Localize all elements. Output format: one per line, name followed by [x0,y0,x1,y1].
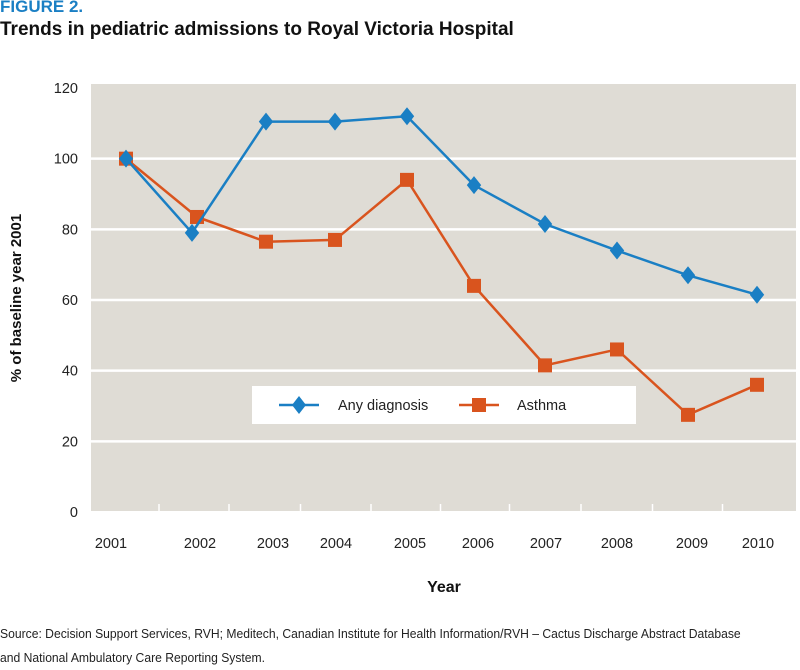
data-point [258,112,274,131]
plot-area [91,84,796,512]
data-point [399,107,415,126]
y-tick-label: 100 [54,152,78,168]
legend-marker-diamond [292,396,306,414]
data-point [259,234,273,249]
chart-title: Trends in pediatric admissions to Royal … [0,19,514,40]
data-point [681,407,695,422]
y-axis-label: % of baseline year 2001 [8,214,25,382]
x-tick-label: 2008 [601,536,633,552]
data-point [750,377,764,392]
source-line-2: and National Ambulatory Care Reporting S… [0,650,266,665]
source-line-1: Source: Decision Support Services, RVH; … [0,626,741,641]
x-tick-label: 2010 [742,536,774,552]
x-axis-label: Year [427,579,461,596]
y-tick-label: 60 [62,293,78,309]
legend: Any diagnosis Asthma [252,386,636,424]
data-point [537,215,553,234]
legend-label: Any diagnosis [338,398,428,414]
y-tick-label: 20 [62,434,78,450]
data-point [749,285,765,304]
data-point [466,176,482,195]
data-point [467,278,481,293]
data-point [400,172,414,187]
data-point [609,241,625,260]
y-tick-label: 120 [54,81,78,97]
data-point [327,112,343,131]
data-point [184,223,200,242]
y-tick-label: 40 [62,364,78,380]
x-tick-label: 2003 [257,536,289,552]
legend-label: Asthma [517,398,567,414]
data-point [538,358,552,373]
series-line [125,157,758,417]
y-tick-label: 80 [62,222,78,238]
legend-marker-square [472,398,486,412]
series-asthma [119,151,764,422]
x-tick-label: 2002 [184,536,216,552]
series-any-diagnosis [118,107,765,304]
y-tick-label: 0 [70,505,78,521]
x-tick-label: 2005 [394,536,426,552]
x-tick-label: 2001 [95,536,127,552]
series-line [125,114,758,296]
data-point [328,232,342,247]
data-point [118,149,134,168]
data-point [680,266,696,285]
source-note: Source: Decision Support Services, RVH; … [0,622,741,670]
figure-label: FIGURE 2. [0,0,84,16]
x-tick-label: 2007 [530,536,562,552]
x-tick-label: 2009 [676,536,708,552]
line-chart: 0 20 40 60 80 100 120 2001 2002 2003 2004 2005 2006… [8,81,796,596]
data-point [610,342,624,357]
x-tick-label: 2006 [462,536,494,552]
x-tick-label: 2004 [320,536,352,552]
